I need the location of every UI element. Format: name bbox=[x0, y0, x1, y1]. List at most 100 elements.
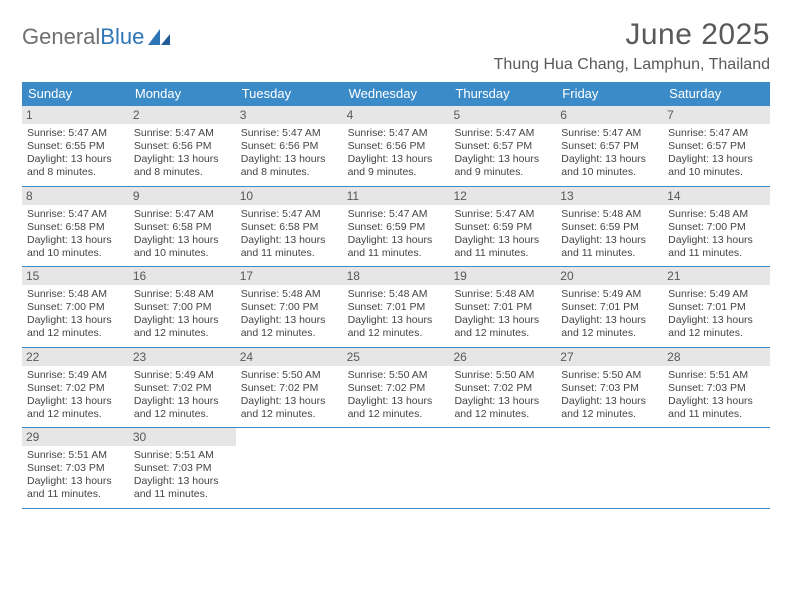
day-number: 22 bbox=[22, 348, 129, 366]
title-block: June 2025 Thung Hua Chang, Lamphun, Thai… bbox=[494, 18, 770, 74]
day-body: Sunrise: 5:48 AMSunset: 6:59 PMDaylight:… bbox=[561, 208, 658, 261]
day-cell: 29Sunrise: 5:51 AMSunset: 7:03 PMDayligh… bbox=[22, 428, 129, 508]
daylight-line: Daylight: 13 hours and 11 minutes. bbox=[668, 395, 765, 421]
sunrise-line: Sunrise: 5:47 AM bbox=[454, 208, 551, 221]
day-body: Sunrise: 5:47 AMSunset: 6:59 PMDaylight:… bbox=[348, 208, 445, 261]
daylight-line: Daylight: 13 hours and 9 minutes. bbox=[454, 153, 551, 179]
day-cell: 3Sunrise: 5:47 AMSunset: 6:56 PMDaylight… bbox=[236, 106, 343, 186]
daylight-line: Daylight: 13 hours and 12 minutes. bbox=[561, 395, 658, 421]
sunset-line: Sunset: 6:57 PM bbox=[668, 140, 765, 153]
day-body: Sunrise: 5:48 AMSunset: 7:01 PMDaylight:… bbox=[454, 288, 551, 341]
day-number: 21 bbox=[663, 267, 770, 285]
location-text: Thung Hua Chang, Lamphun, Thailand bbox=[494, 56, 770, 74]
day-cell: 12Sunrise: 5:47 AMSunset: 6:59 PMDayligh… bbox=[449, 187, 556, 267]
day-cell: 6 Sunrise: 5:47 AMSunset: 6:57 PMDaylight… bbox=[556, 106, 663, 186]
day-body: Sunrise: 5:47 AMSunset: 6:59 PMDaylight:… bbox=[454, 208, 551, 261]
daylight-line: Daylight: 13 hours and 10 minutes. bbox=[561, 153, 658, 179]
sunrise-line: Sunrise: 5:50 AM bbox=[561, 369, 658, 382]
day-body: Sunrise: 5:47 AMSunset: 6:55 PMDaylight:… bbox=[27, 127, 124, 180]
daylight-line: Daylight: 13 hours and 10 minutes. bbox=[134, 234, 231, 260]
sunset-line: Sunset: 6:58 PM bbox=[27, 221, 124, 234]
sunset-line: Sunset: 7:01 PM bbox=[454, 301, 551, 314]
daylight-line: Daylight: 13 hours and 10 minutes. bbox=[27, 234, 124, 260]
sunrise-line: Sunrise: 5:47 AM bbox=[134, 208, 231, 221]
day-number: 13 bbox=[556, 187, 663, 205]
sunrise-line: Sunrise: 5:48 AM bbox=[454, 288, 551, 301]
week-row: 29Sunrise: 5:51 AMSunset: 7:03 PMDayligh… bbox=[22, 428, 770, 509]
daylight-line: Daylight: 13 hours and 12 minutes. bbox=[27, 395, 124, 421]
sunset-line: Sunset: 7:03 PM bbox=[668, 382, 765, 395]
day-body: Sunrise: 5:47 AMSunset: 6:58 PMDaylight:… bbox=[134, 208, 231, 261]
day-cell: 19Sunrise: 5:48 AMSunset: 7:01 PMDayligh… bbox=[449, 267, 556, 347]
week-row: 22 Sunrise: 5:49 AMSunset: 7:02 PMDayligh… bbox=[22, 348, 770, 429]
day-cell: 18 Sunrise: 5:48 AMSunset: 7:01 PMDayligh… bbox=[343, 267, 450, 347]
sunset-line: Sunset: 7:03 PM bbox=[27, 462, 124, 475]
daylight-line: Daylight: 13 hours and 12 minutes. bbox=[454, 395, 551, 421]
day-number: 18 bbox=[343, 267, 450, 285]
sunset-line: Sunset: 6:56 PM bbox=[348, 140, 445, 153]
day-cell: . bbox=[236, 428, 343, 508]
day-body: Sunrise: 5:47 AMSunset: 6:57 PMDaylight:… bbox=[561, 127, 658, 180]
day-cell: 10Sunrise: 5:47 AMSunset: 6:58 PMDayligh… bbox=[236, 187, 343, 267]
brand-logo: GeneralBlue bbox=[22, 18, 172, 50]
day-number: 9 bbox=[129, 187, 236, 205]
day-number: 17 bbox=[236, 267, 343, 285]
day-body: Sunrise: 5:50 AMSunset: 7:02 PMDaylight:… bbox=[241, 369, 338, 422]
daylight-line: Daylight: 13 hours and 12 minutes. bbox=[668, 314, 765, 340]
sunrise-line: Sunrise: 5:49 AM bbox=[668, 288, 765, 301]
day-number: 30 bbox=[129, 428, 236, 446]
daylight-line: Daylight: 13 hours and 12 minutes. bbox=[348, 395, 445, 421]
day-body: Sunrise: 5:49 AMSunset: 7:02 PMDaylight:… bbox=[134, 369, 231, 422]
day-number: 14 bbox=[663, 187, 770, 205]
daylight-line: Daylight: 13 hours and 8 minutes. bbox=[27, 153, 124, 179]
day-header: Saturday bbox=[663, 82, 770, 106]
week-row: 8Sunrise: 5:47 AMSunset: 6:58 PMDaylight… bbox=[22, 187, 770, 268]
sunrise-line: Sunrise: 5:47 AM bbox=[348, 127, 445, 140]
day-number: 2 bbox=[129, 106, 236, 124]
sunrise-line: Sunrise: 5:48 AM bbox=[561, 208, 658, 221]
calendar-page: GeneralBlue June 2025 Thung Hua Chang, L… bbox=[0, 0, 792, 527]
day-number: 4 bbox=[343, 106, 450, 124]
day-body: Sunrise: 5:49 AMSunset: 7:02 PMDaylight:… bbox=[27, 369, 124, 422]
week-row: 15Sunrise: 5:48 AMSunset: 7:00 PMDayligh… bbox=[22, 267, 770, 348]
sunset-line: Sunset: 7:01 PM bbox=[561, 301, 658, 314]
daylight-line: Daylight: 13 hours and 12 minutes. bbox=[241, 395, 338, 421]
day-cell: 20Sunrise: 5:49 AMSunset: 7:01 PMDayligh… bbox=[556, 267, 663, 347]
daylight-line: Daylight: 13 hours and 11 minutes. bbox=[27, 475, 124, 501]
sunset-line: Sunset: 6:59 PM bbox=[348, 221, 445, 234]
day-number: 28 bbox=[663, 348, 770, 366]
sunset-line: Sunset: 7:01 PM bbox=[668, 301, 765, 314]
day-number: 29 bbox=[22, 428, 129, 446]
day-cell: 4 Sunrise: 5:47 AMSunset: 6:56 PMDaylight… bbox=[343, 106, 450, 186]
day-header-row: SundayMondayTuesdayWednesdayThursdayFrid… bbox=[22, 82, 770, 106]
day-body: Sunrise: 5:50 AMSunset: 7:02 PMDaylight:… bbox=[348, 369, 445, 422]
day-number: 6 bbox=[556, 106, 663, 124]
day-body: Sunrise: 5:48 AMSunset: 7:00 PMDaylight:… bbox=[134, 288, 231, 341]
day-header: Thursday bbox=[449, 82, 556, 106]
daylight-line: Daylight: 13 hours and 8 minutes. bbox=[241, 153, 338, 179]
day-body: Sunrise: 5:48 AMSunset: 7:00 PMDaylight:… bbox=[668, 208, 765, 261]
day-body: Sunrise: 5:47 AMSunset: 6:58 PMDaylight:… bbox=[27, 208, 124, 261]
sunrise-line: Sunrise: 5:48 AM bbox=[348, 288, 445, 301]
week-row: 1Sunrise: 5:47 AMSunset: 6:55 PMDaylight… bbox=[22, 106, 770, 187]
daylight-line: Daylight: 13 hours and 12 minutes. bbox=[27, 314, 124, 340]
sunset-line: Sunset: 6:57 PM bbox=[454, 140, 551, 153]
day-body: Sunrise: 5:48 AMSunset: 7:01 PMDaylight:… bbox=[348, 288, 445, 341]
daylight-line: Daylight: 13 hours and 12 minutes. bbox=[134, 314, 231, 340]
day-body: Sunrise: 5:47 AMSunset: 6:56 PMDaylight:… bbox=[348, 127, 445, 180]
day-cell: 30Sunrise: 5:51 AMSunset: 7:03 PMDayligh… bbox=[129, 428, 236, 508]
sunset-line: Sunset: 7:00 PM bbox=[27, 301, 124, 314]
sunset-line: Sunset: 7:00 PM bbox=[668, 221, 765, 234]
sunrise-line: Sunrise: 5:49 AM bbox=[561, 288, 658, 301]
day-body: Sunrise: 5:49 AMSunset: 7:01 PMDaylight:… bbox=[668, 288, 765, 341]
day-number: 25 bbox=[343, 348, 450, 366]
day-cell: 11Sunrise: 5:47 AMSunset: 6:59 PMDayligh… bbox=[343, 187, 450, 267]
day-cell: . bbox=[556, 428, 663, 508]
day-body: Sunrise: 5:47 AMSunset: 6:56 PMDaylight:… bbox=[241, 127, 338, 180]
day-number: 20 bbox=[556, 267, 663, 285]
day-cell: 21 Sunrise: 5:49 AMSunset: 7:01 PMDayligh… bbox=[663, 267, 770, 347]
sunrise-line: Sunrise: 5:49 AM bbox=[27, 369, 124, 382]
day-cell: 17Sunrise: 5:48 AMSunset: 7:00 PMDayligh… bbox=[236, 267, 343, 347]
daylight-line: Daylight: 13 hours and 12 minutes. bbox=[134, 395, 231, 421]
day-number: 10 bbox=[236, 187, 343, 205]
